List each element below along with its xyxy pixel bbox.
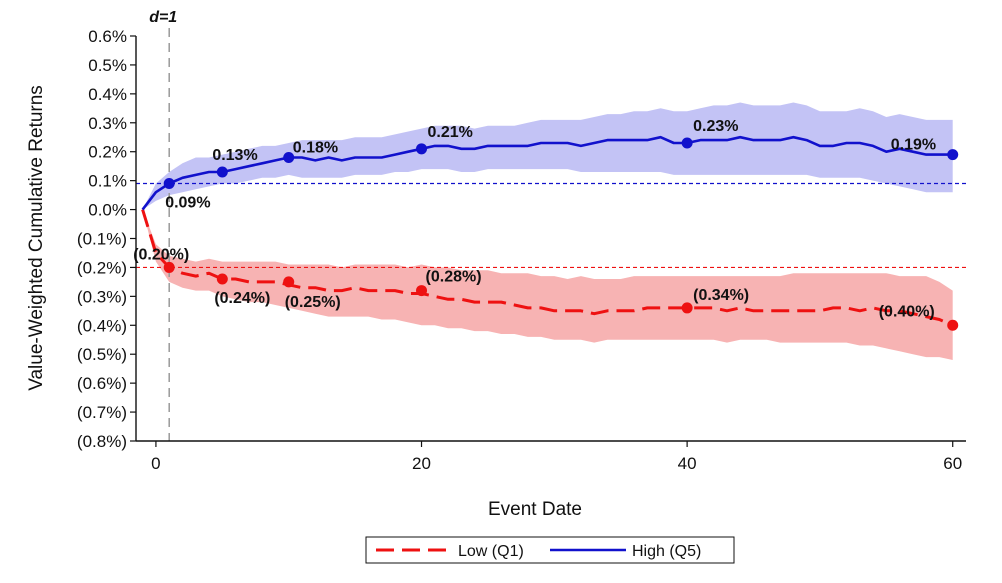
x-tick-label: 40	[678, 454, 697, 473]
y-tick-label: 0.1%	[88, 172, 127, 191]
series-line-high	[141, 135, 953, 211]
y-tick-label: (0.2%)	[77, 258, 127, 277]
data-label-low-d40: (0.34%)	[693, 287, 749, 304]
x-tick-label: 60	[943, 454, 962, 473]
x-tick-label: 0	[151, 454, 160, 473]
marker-high-d20	[416, 143, 428, 155]
x-tick-label: 20	[412, 454, 431, 473]
y-tick-label: (0.7%)	[77, 403, 127, 422]
data-label-low-d60: (0.40%)	[879, 303, 935, 320]
data-label-high-d40: 0.23%	[693, 118, 738, 135]
marker-high-d5	[216, 166, 228, 178]
data-label-high-d5: 0.13%	[212, 147, 257, 164]
marker-low-d40	[681, 302, 693, 314]
y-tick-label: 0.2%	[88, 143, 127, 162]
data-label-low-d20: (0.28%)	[426, 269, 482, 286]
y-tick-label: (0.3%)	[77, 287, 127, 306]
series-line-low	[141, 209, 954, 327]
marker-high-d1	[163, 178, 175, 190]
confidence-bands	[142, 102, 953, 360]
marker-low-d5	[216, 273, 228, 285]
confidence-band-high	[142, 102, 953, 210]
y-tick-label: 0.0%	[88, 201, 127, 220]
marker-low-d20	[416, 285, 428, 297]
axes: 0.6% 0.5% 0.4% 0.3% 0.2% 0.1% 0.0% (0.1%) (0.2%)…	[26, 27, 966, 520]
series-lines	[141, 135, 954, 327]
data-label-low-d5: (0.24%)	[214, 290, 270, 307]
marker-high-d40	[681, 137, 693, 149]
y-tick-label: (0.4%)	[77, 316, 127, 335]
marker-low-d10	[283, 276, 295, 288]
legend-label-high: High (Q5)	[632, 543, 701, 560]
data-label-high-d60: 0.19%	[891, 137, 936, 154]
marker-low-d1	[163, 261, 175, 273]
y-tick-label: (0.5%)	[77, 345, 127, 364]
data-label-high-d20: 0.21%	[428, 124, 473, 141]
data-label-high-d1: 0.09%	[165, 195, 210, 212]
y-tick-label: 0.4%	[88, 85, 127, 104]
marker-high-d10	[283, 152, 295, 163]
confidence-band-low	[142, 209, 953, 360]
x-axis-title: Event Date	[488, 499, 582, 520]
marker-low-d60	[947, 319, 959, 331]
y-tick-label: 0.3%	[88, 114, 127, 133]
marker-high-d60	[947, 149, 959, 161]
event-day-label: d=1	[149, 9, 177, 26]
data-label-high-d10: 0.18%	[293, 140, 338, 157]
data-label-low-d10: (0.25%)	[285, 294, 341, 311]
y-axis-title: Value-Weighted Cumulative Returns	[26, 85, 47, 391]
reference-lines	[136, 28, 966, 441]
y-tick-label: (0.1%)	[77, 230, 127, 249]
y-tick-label: 0.5%	[88, 56, 127, 75]
y-tick-label: (0.8%)	[77, 432, 127, 451]
y-tick-label: (0.6%)	[77, 374, 127, 393]
legend: Low (Q1) High (Q5)	[365, 536, 735, 564]
y-tick-label: 0.6%	[88, 27, 127, 46]
legend-label-low: Low (Q1)	[458, 543, 524, 560]
data-label-low-d1: (0.20%)	[133, 246, 189, 263]
series-markers	[163, 137, 959, 331]
data-labels: d=1 (0.20%) (0.24%) (0.25%) (0.28%) (0.34%) (0…	[133, 9, 936, 320]
